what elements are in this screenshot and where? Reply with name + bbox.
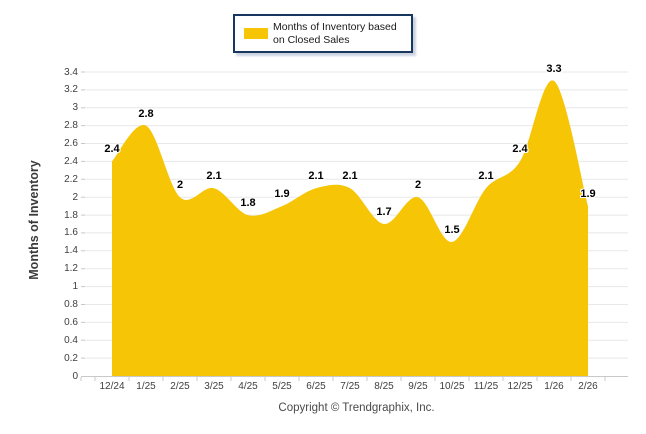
legend-label-line1: Months of Inventory based: [273, 20, 397, 33]
legend-label-line2: on Closed Sales: [273, 33, 350, 46]
legend-swatch-icon: [244, 28, 268, 39]
legend-label: Months of Inventory based on Closed Sale…: [273, 21, 397, 47]
area-series: [112, 80, 588, 376]
chart-legend: Months of Inventory based on Closed Sale…: [233, 14, 413, 53]
